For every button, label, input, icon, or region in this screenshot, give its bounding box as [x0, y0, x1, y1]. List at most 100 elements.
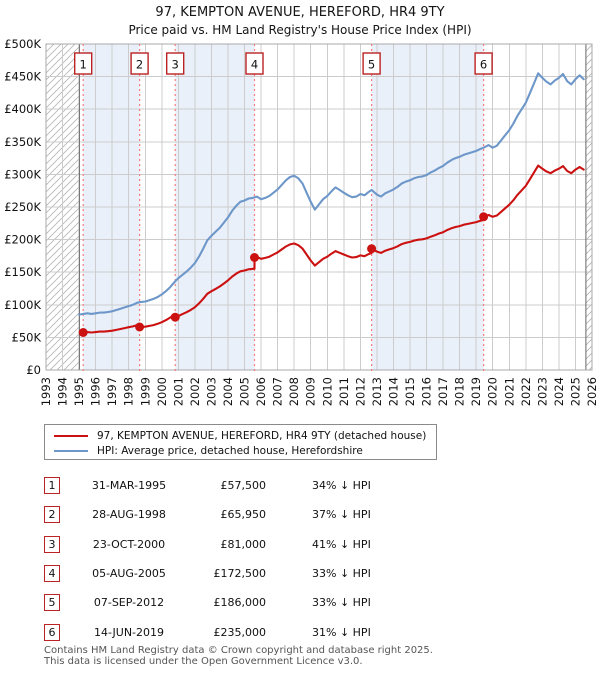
x-axis-tick-label: 2010: [320, 377, 334, 406]
y-axis-tick-label: £50K: [12, 330, 42, 344]
sale-price: £57,500: [220, 479, 267, 492]
sale-point-marker: [135, 322, 145, 332]
x-axis-tick-label: 2026: [585, 377, 599, 406]
sale-hpi-diff: 33% ↓ HPI: [312, 566, 371, 580]
x-axis-tick-label: 2022: [519, 377, 533, 406]
sale-price: £186,000: [213, 596, 267, 610]
x-axis-tick-label: 2013: [370, 377, 384, 406]
x-axis-tick-label: 2018: [453, 377, 467, 406]
sale-number-badge: 4: [44, 564, 60, 582]
sale-date: 14-JUN-2019: [93, 625, 165, 639]
x-axis-tick-label: 1995: [72, 377, 86, 406]
x-axis-tick-label: 1994: [56, 377, 70, 406]
x-axis-tick-label: 2024: [552, 377, 566, 406]
sale-date: 07-SEP-2012: [93, 596, 165, 610]
sale-number-box: [245, 52, 264, 75]
sale-date: 23-OCT-2000: [92, 537, 166, 551]
x-axis-tick-label: 1996: [89, 377, 103, 406]
x-axis-tick-label: 2007: [271, 377, 285, 406]
x-axis-tick-label: 2017: [436, 377, 450, 406]
table-row: 2 28-AUG-1998 £65,950 37% ↓ HPI: [44, 506, 584, 526]
sale-point-marker: [250, 253, 259, 262]
y-axis-tick-label: £200K: [4, 233, 41, 247]
hpi-line-swatch: [54, 449, 88, 452]
x-axis-tick-label: 2001: [171, 377, 185, 406]
table-row: 6 14-JUN-2019 £235,000 31% ↓ HPI: [44, 623, 584, 644]
sale-number-label: 1: [80, 58, 87, 72]
property-price-line: [82, 164, 585, 334]
x-axis-tick-label: 2004: [221, 377, 235, 406]
sale-number-label: 3: [172, 58, 179, 72]
sale-number-box: [362, 52, 381, 75]
x-axis-tick-label: 2003: [205, 377, 219, 406]
footer-line-2: This data is licensed under the Open Gov…: [44, 655, 363, 667]
x-axis-tick-label: 2002: [188, 377, 202, 406]
sale-price: £81,000: [220, 537, 267, 551]
x-axis-tick-label: 2015: [403, 377, 417, 406]
y-axis-tick-label: £500K: [4, 37, 41, 51]
y-axis-tick-label: £150K: [4, 265, 41, 279]
legend-item-property: 97, KEMPTON AVENUE, HEREFORD, HR4 9TY (d…: [52, 428, 436, 443]
x-axis-tick-label: 2009: [304, 377, 318, 406]
sale-number-badge: 1: [44, 477, 60, 494]
x-axis-tick-label: 2005: [238, 377, 252, 406]
sale-hpi-diff: 31% ↓ HPI: [312, 625, 371, 639]
sale-number-badge: 6: [44, 623, 60, 641]
sale-date: 31-MAR-1995: [91, 479, 167, 492]
legend-label-hpi: HPI: Average price, detached house, Here…: [97, 444, 363, 457]
price-history-chart: 1 2 3 4 5 6 £0 £50K £100K £150K £200K £250K £300K £35…: [4, 37, 599, 406]
y-axis-tick-label: £350K: [4, 135, 41, 149]
sale-point-marker: [479, 212, 489, 222]
plot-border: [45, 43, 593, 371]
x-axis-tick-label: 2000: [155, 377, 169, 406]
sale-number-label: 5: [368, 58, 375, 72]
x-axis-tick-label: 2008: [287, 377, 301, 406]
x-axis-tick-label: 1999: [138, 377, 152, 406]
page-title: 97, KEMPTON AVENUE, HEREFORD, HR4 9TY: [155, 5, 445, 20]
x-axis-tick-label: 2019: [469, 377, 483, 406]
sale-number-box: [474, 52, 493, 75]
table-row: 5 07-SEP-2012 £186,000 33% ↓ HPI: [44, 594, 584, 614]
sale-date: 05-AUG-2005: [92, 566, 166, 580]
x-axis-tick-label: 2012: [353, 377, 367, 406]
sale-price: £235,000: [213, 625, 267, 639]
hpi-line: [78, 72, 585, 316]
y-axis-tick-label: £100K: [4, 298, 41, 312]
x-axis-tick-label: 1998: [122, 377, 136, 406]
y-axis-tick-label: £450K: [4, 70, 41, 84]
x-axis-tick-label: 2023: [535, 377, 549, 406]
x-axis-tick-label: 2016: [420, 377, 434, 406]
sale-date: 28-AUG-1998: [92, 508, 166, 522]
license-footer: Contains HM Land Registry data © Crown c…: [44, 645, 600, 667]
x-axis-tick-label: 2011: [337, 377, 351, 406]
x-axis-tick-label: 2025: [569, 377, 583, 406]
legend-label-property: 97, KEMPTON AVENUE, HEREFORD, HR4 9TY (d…: [97, 429, 427, 442]
sale-number-badge: 5: [44, 594, 60, 612]
footer-line-1: Contains HM Land Registry data © Crown c…: [44, 645, 433, 656]
x-axis-tick-label: 2020: [486, 377, 500, 406]
sale-number-box: [130, 52, 149, 75]
sale-price: £172,500: [213, 566, 267, 580]
sale-point-marker: [367, 244, 377, 254]
table-row: 3 23-OCT-2000 £81,000 41% ↓ HPI: [44, 535, 584, 556]
x-axis-tick-label: 1997: [105, 377, 119, 406]
x-axis-tick-label: 2021: [502, 377, 516, 406]
sale-number-box: [73, 52, 93, 75]
sale-number-label: 6: [480, 58, 487, 72]
sale-number-label: 4: [251, 58, 258, 72]
sale-hpi-diff: 41% ↓ HPI: [312, 537, 371, 551]
y-axis-tick-label: £250K: [4, 200, 41, 214]
x-axis-tick-label: 2014: [387, 377, 401, 406]
sale-number-badge: 2: [44, 506, 60, 524]
legend-item-hpi: HPI: Average price, detached house, Here…: [52, 443, 436, 458]
y-axis-tick-label: £300K: [4, 167, 41, 181]
property-line-swatch: [54, 434, 88, 437]
chart-legend: 97, KEMPTON AVENUE, HEREFORD, HR4 9TY (d…: [44, 424, 437, 460]
sale-hpi-diff: 37% ↓ HPI: [312, 508, 371, 522]
y-axis-tick-label: £0: [26, 363, 41, 377]
table-row: 4 05-AUG-2005 £172,500 33% ↓ HPI: [44, 564, 584, 585]
sale-number-label: 2: [136, 58, 143, 72]
page-subtitle: Price paid vs. HM Land Registry's House …: [128, 23, 472, 37]
table-row: 1 31-MAR-1995 £57,500 34% ↓ HPI: [44, 477, 584, 497]
y-axis-tick-label: £400K: [4, 102, 41, 116]
